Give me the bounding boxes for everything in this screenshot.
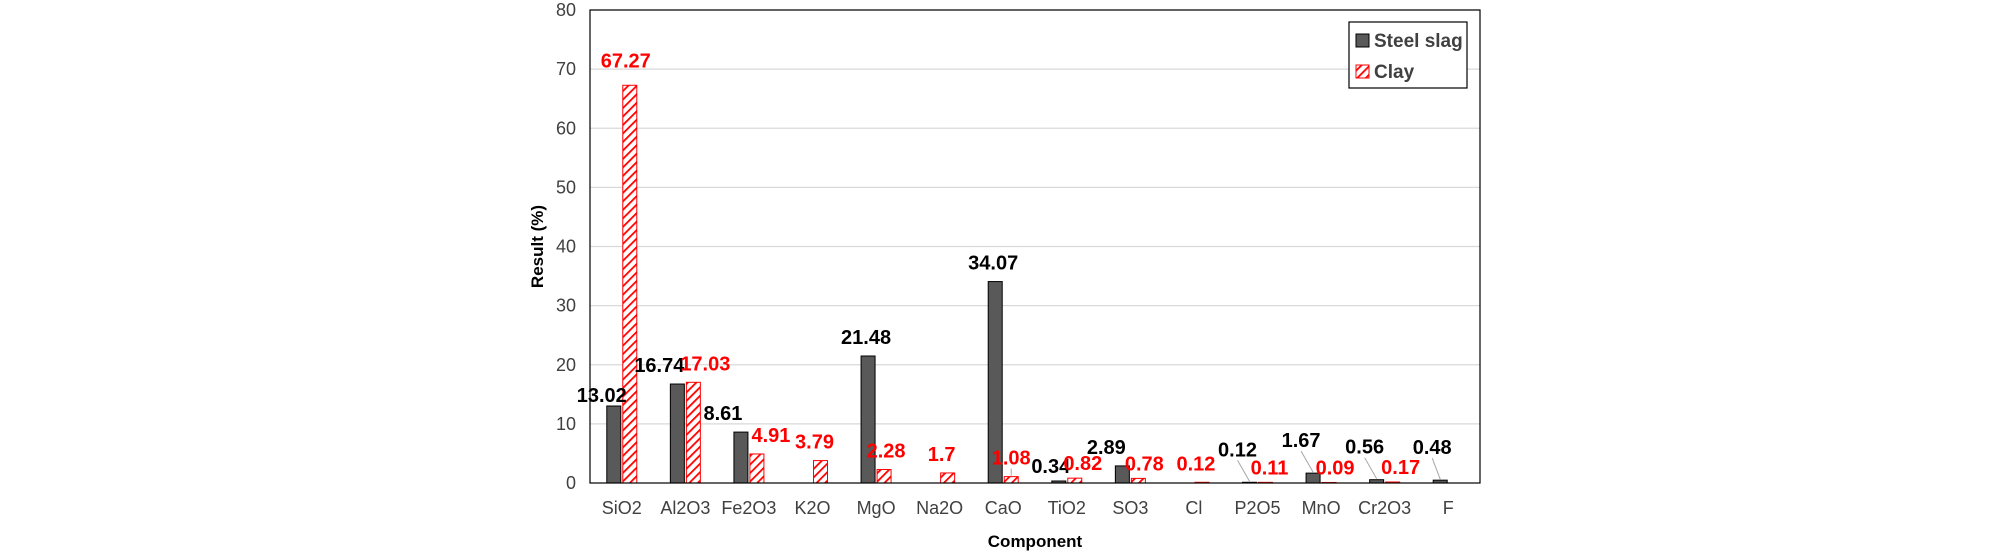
x-tick-label-mgo: MgO <box>857 498 896 518</box>
bar-clay-so3 <box>1130 477 1146 484</box>
bar-steel-slag-sio2 <box>606 405 622 484</box>
data-label-steel-slag-sio2: 13.02 <box>577 385 627 407</box>
y-axis-title: Result (%) <box>528 205 547 288</box>
data-label-clay-cr2o3: 0.17 <box>1381 457 1420 479</box>
x-tick-label-cr2o3: Cr2O3 <box>1358 498 1411 518</box>
bar-clay-k2o <box>813 460 828 484</box>
y-tick-label-20: 20 <box>556 355 576 375</box>
bar-clay-tio2 <box>1067 477 1083 484</box>
x-tick-label-cao: CaO <box>985 498 1022 518</box>
x-tick-label-k2o: K2O <box>794 498 830 518</box>
data-label-steel-slag-so3: 2.89 <box>1087 437 1126 459</box>
y-tick-label-10: 10 <box>556 414 576 434</box>
y-tick-label-30: 30 <box>556 296 576 316</box>
y-tick-label-60: 60 <box>556 118 576 138</box>
bar-clay-fe2o3 <box>749 453 765 484</box>
gridlines <box>590 9 1480 425</box>
data-labels: 13.02 16.74 8.61 21.48 34.07 0.34 2.89 0.12 1.67… <box>577 50 1452 482</box>
y-tick-label-0: 0 <box>566 473 576 493</box>
data-label-steel-slag-al2o3: 16.74 <box>634 355 685 377</box>
data-label-steel-slag-p2o5: 0.12 <box>1218 439 1257 461</box>
leader-line-steel-slag-cr2o3 <box>1364 457 1378 479</box>
legend-swatch-steel-slag <box>1355 33 1370 48</box>
leader-line-steel-slag-mno <box>1300 450 1314 473</box>
bar-clay-sio2 <box>622 84 638 484</box>
plot-frame <box>589 9 1481 484</box>
legend-swatch-clay <box>1355 64 1370 79</box>
x-tick-label-fe2o3: Fe2O3 <box>721 498 776 518</box>
x-tick-label-na2o: Na2O <box>916 498 963 518</box>
bar-clay-mgo <box>876 469 892 484</box>
legend: Steel slag Clay <box>1348 21 1468 89</box>
data-label-clay-al2o3: 17.03 <box>680 353 730 375</box>
x-tick-label-mno: MnO <box>1302 498 1341 518</box>
bar-steel-slag-fe2o3 <box>733 431 749 484</box>
data-label-steel-slag-mno: 1.67 <box>1282 430 1321 452</box>
axes: 0 10 20 30 40 50 60 70 80 SiO2 Al2O3 Fe2O3 K2O MgO Na2… <box>556 0 1481 518</box>
leader-line-steel-slag-p2o5 <box>1237 460 1250 482</box>
bar-clay-na2o <box>940 472 956 484</box>
bar-steel-slag-al2o3 <box>669 383 685 484</box>
data-label-clay-k2o: 3.79 <box>795 432 834 454</box>
data-label-steel-slag-f: 0.48 <box>1413 437 1452 459</box>
data-label-clay-mno: 0.09 <box>1316 457 1355 479</box>
data-label-clay-mgo: 2.28 <box>867 441 906 463</box>
x-tick-label-p2o5: P2O5 <box>1234 498 1280 518</box>
x-tick-label-so3: SO3 <box>1112 498 1148 518</box>
x-tick-label-cl: Cl <box>1185 498 1202 518</box>
data-label-clay-fe2o3: 4.91 <box>751 425 790 447</box>
data-label-steel-slag-cao: 34.07 <box>968 253 1018 275</box>
data-label-steel-slag-tio2: 0.34 <box>1031 456 1071 478</box>
x-tick-label-sio2: SiO2 <box>602 498 642 518</box>
y-tick-label-80: 80 <box>556 0 576 20</box>
data-label-clay-p2o5: 0.11 <box>1251 457 1289 479</box>
x-axis-title: Component <box>988 532 1083 551</box>
data-label-clay-cao: 1.08 <box>992 448 1031 470</box>
y-tick-label-40: 40 <box>556 237 576 257</box>
data-label-clay-so3: 0.78 <box>1125 453 1164 475</box>
legend-label-clay: Clay <box>1374 62 1415 83</box>
y-tick-label-50: 50 <box>556 177 576 197</box>
x-tick-label-al2o3: Al2O3 <box>660 498 710 518</box>
x-tick-label-tio2: TiO2 <box>1048 498 1086 518</box>
legend-label-steel-slag: Steel slag <box>1374 31 1463 52</box>
bar-clay-cao <box>1003 476 1019 484</box>
data-label-steel-slag-fe2o3: 8.61 <box>703 403 742 425</box>
data-label-clay-sio2: 67.27 <box>601 50 651 72</box>
data-label-steel-slag-cr2o3: 0.56 <box>1345 437 1384 459</box>
data-label-clay-na2o: 1.7 <box>928 444 956 466</box>
y-tick-label-70: 70 <box>556 59 576 79</box>
data-label-clay-tio2: 0.82 <box>1063 453 1102 475</box>
data-label-steel-slag-mgo: 21.48 <box>841 327 891 349</box>
x-tick-label-f: F <box>1443 498 1454 518</box>
leader-line-steel-slag-f <box>1431 457 1441 480</box>
bar-clay-al2o3 <box>685 381 701 484</box>
bar-steel-slag-mgo <box>860 355 876 484</box>
data-label-clay-cl: 0.12 <box>1176 453 1215 475</box>
